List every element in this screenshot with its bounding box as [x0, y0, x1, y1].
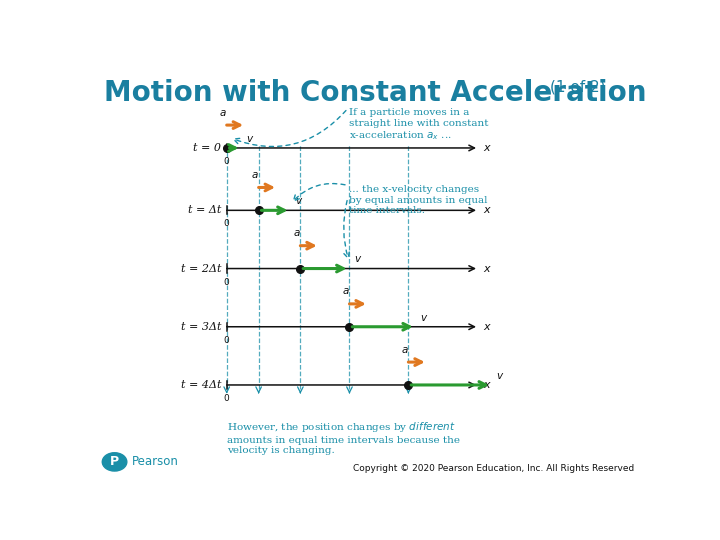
Text: a: a	[220, 107, 226, 118]
Text: 0: 0	[224, 394, 230, 403]
Text: v: v	[246, 134, 252, 144]
Text: v: v	[496, 371, 503, 381]
Text: However, the position changes by $\it{different}$
amounts in equal time interval: However, the position changes by $\it{di…	[227, 420, 459, 455]
Text: 0: 0	[224, 278, 230, 287]
Text: x: x	[483, 205, 490, 215]
Text: a: a	[293, 228, 300, 238]
Text: 0: 0	[224, 336, 230, 345]
Text: t = 2Δt: t = 2Δt	[181, 264, 221, 274]
Text: x: x	[483, 322, 490, 332]
Text: v: v	[420, 313, 426, 322]
Text: t = 3Δt: t = 3Δt	[181, 322, 221, 332]
Text: x: x	[483, 264, 490, 274]
Text: x: x	[483, 143, 490, 153]
Text: Copyright © 2020 Pearson Education, Inc. All Rights Reserved: Copyright © 2020 Pearson Education, Inc.…	[353, 464, 634, 473]
Text: (1 of 2): (1 of 2)	[550, 79, 606, 94]
Text: a: a	[401, 345, 408, 355]
Text: t = 0: t = 0	[193, 143, 221, 153]
Text: v: v	[354, 254, 360, 265]
Text: If a particle moves in a
straight line with constant
x-acceleration $a_x$ ...: If a particle moves in a straight line w…	[349, 109, 489, 143]
Text: Motion with Constant Acceleration: Motion with Constant Acceleration	[104, 79, 647, 107]
Text: 0: 0	[224, 157, 230, 166]
Text: 0: 0	[224, 219, 230, 228]
Text: a: a	[251, 170, 258, 180]
Text: v: v	[295, 196, 301, 206]
Text: x: x	[483, 380, 490, 390]
Text: ... the x-velocity changes
by equal amounts in equal
time intervals.: ... the x-velocity changes by equal amou…	[349, 185, 488, 215]
Text: Pearson: Pearson	[132, 455, 179, 468]
Text: t = 4Δt: t = 4Δt	[181, 380, 221, 390]
Text: t = Δt: t = Δt	[188, 205, 221, 215]
Text: P: P	[110, 455, 119, 468]
Circle shape	[102, 453, 127, 471]
Text: a: a	[343, 286, 348, 296]
